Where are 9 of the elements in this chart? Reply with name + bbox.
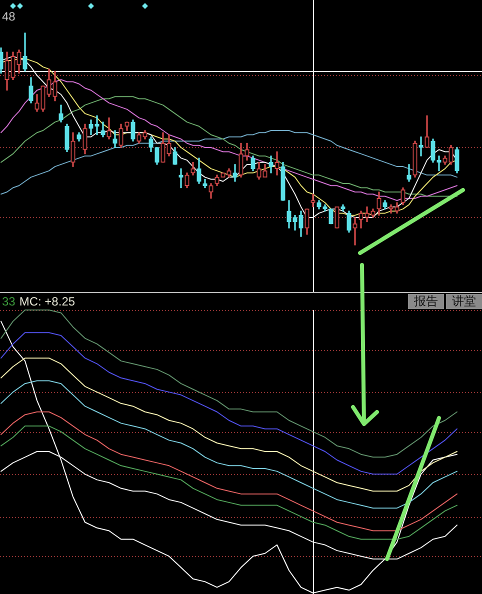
candlestick <box>310 194 316 208</box>
text: 48 <box>2 9 16 24</box>
candlestick <box>352 217 358 246</box>
text: 讲堂 <box>452 294 476 308</box>
text: MC: +8.25 <box>19 294 76 308</box>
text: 33 <box>2 294 16 308</box>
candlestick <box>178 168 184 188</box>
candlestick <box>418 136 424 156</box>
text: 报告 <box>414 294 438 308</box>
